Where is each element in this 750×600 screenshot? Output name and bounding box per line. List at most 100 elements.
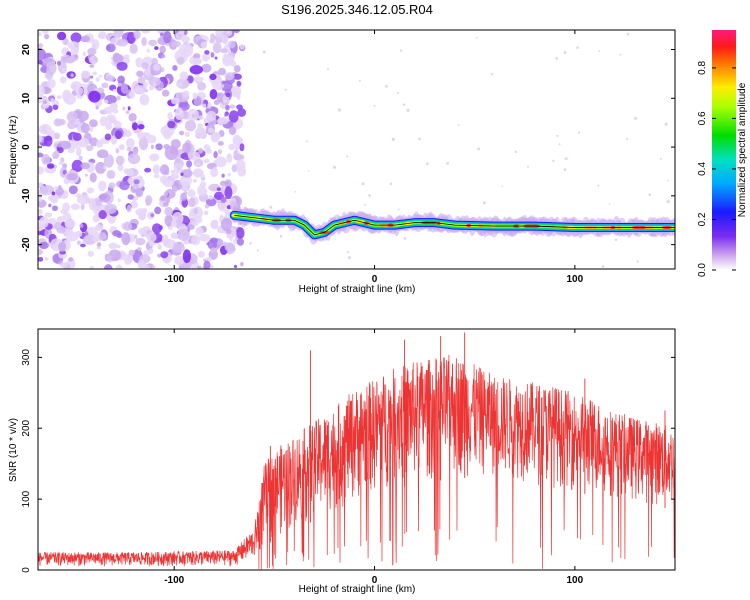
noise-blob — [234, 145, 240, 151]
noise-speck — [337, 108, 342, 112]
noise-blob — [172, 64, 178, 71]
noise-speck — [648, 193, 652, 196]
noise-blob — [170, 173, 180, 180]
noise-blob — [209, 88, 218, 100]
noise-speck — [526, 165, 530, 168]
noise-blob — [133, 179, 140, 185]
noise-blob — [110, 135, 118, 145]
noise-blob — [96, 246, 102, 250]
noise-blob — [75, 86, 84, 96]
noise-blob — [155, 143, 163, 151]
noise-blob — [221, 173, 225, 178]
noise-blob — [217, 117, 229, 125]
noise-speck — [636, 260, 639, 263]
noise-speck — [608, 202, 611, 205]
noise-blob — [48, 203, 52, 208]
noise-blob — [61, 67, 67, 74]
noise-speck — [256, 249, 259, 252]
noise-blob — [216, 187, 222, 191]
noise-blob — [81, 35, 91, 43]
noise-speck — [384, 84, 388, 88]
noise-blob — [70, 32, 82, 43]
noise-speck — [359, 79, 361, 82]
noise-speck — [305, 140, 308, 143]
noise-blob — [129, 90, 135, 99]
noise-blob — [171, 97, 180, 105]
noise-speck — [457, 124, 460, 127]
noise-blob — [161, 195, 165, 202]
noise-blob — [51, 191, 56, 196]
noise-blob — [198, 147, 204, 154]
noise-blob — [152, 164, 160, 175]
noise-blob — [68, 185, 78, 195]
noise-blob — [104, 133, 112, 141]
noise-blob — [210, 220, 219, 229]
noise-blob — [210, 52, 215, 58]
noise-blob — [215, 30, 224, 39]
noise-blob — [230, 85, 242, 98]
noise-blob — [63, 93, 77, 105]
noise-blob — [46, 61, 57, 76]
noise-blob — [136, 247, 142, 251]
noise-blob — [41, 30, 49, 35]
noise-blob — [180, 169, 193, 178]
noise-blob — [103, 99, 109, 104]
noise-blob — [58, 161, 64, 165]
noise-blob — [104, 203, 117, 215]
noise-blob — [195, 227, 204, 236]
noise-blob — [203, 260, 211, 269]
noise-speck — [307, 169, 310, 172]
noise-blob — [204, 50, 210, 55]
noise-blob — [138, 227, 148, 236]
noise-blob — [178, 30, 185, 35]
noise-blob — [84, 173, 88, 177]
noise-blob — [135, 187, 144, 198]
noise-blob — [105, 122, 113, 130]
noise-blob — [131, 122, 138, 131]
noise-blob — [199, 233, 211, 242]
noise-speck — [425, 162, 429, 166]
noise-blob — [103, 154, 114, 168]
noise-blob — [208, 195, 213, 200]
noise-blob — [115, 148, 120, 154]
noise-blob — [157, 244, 163, 250]
noise-blob — [205, 198, 217, 207]
noise-speck — [333, 165, 337, 169]
noise-blob — [210, 247, 218, 253]
noise-speck — [576, 46, 579, 49]
snr-frame — [37, 328, 676, 571]
noise-blob — [141, 264, 151, 269]
noise-blob — [121, 232, 131, 246]
snr-series — [38, 332, 675, 570]
noise-blob — [116, 95, 121, 101]
spectrogram-y-label: Frequency (Hz) — [8, 116, 19, 185]
track-peak — [231, 213, 238, 217]
noise-blob — [59, 76, 67, 84]
noise-blob — [197, 265, 202, 269]
noise-blob — [131, 82, 140, 92]
noise-blob — [236, 238, 245, 246]
noise-blob — [227, 172, 231, 177]
noise-blob — [233, 264, 238, 269]
noise-blob — [122, 106, 126, 111]
noise-blob — [173, 241, 184, 250]
noise-blob — [105, 43, 116, 53]
noise-blob — [174, 107, 184, 121]
noise-blob — [78, 155, 83, 161]
noise-blob — [192, 178, 197, 183]
noise-blob — [232, 136, 244, 145]
noise-speck — [389, 182, 393, 186]
noise-blob — [220, 48, 228, 54]
noise-blob — [95, 161, 107, 174]
snr-x-label: Height of straight line (km) — [299, 584, 416, 595]
noise-blob — [86, 187, 94, 194]
noise-blob — [141, 37, 147, 47]
noise-blob — [192, 92, 198, 100]
noise-blob — [237, 108, 247, 117]
noise-blob — [182, 90, 190, 98]
noise-blob — [176, 81, 183, 88]
noise-blob — [191, 220, 199, 227]
x-tick-label: -100 — [164, 575, 184, 586]
noise-blob — [88, 55, 99, 65]
noise-blob — [71, 159, 84, 173]
